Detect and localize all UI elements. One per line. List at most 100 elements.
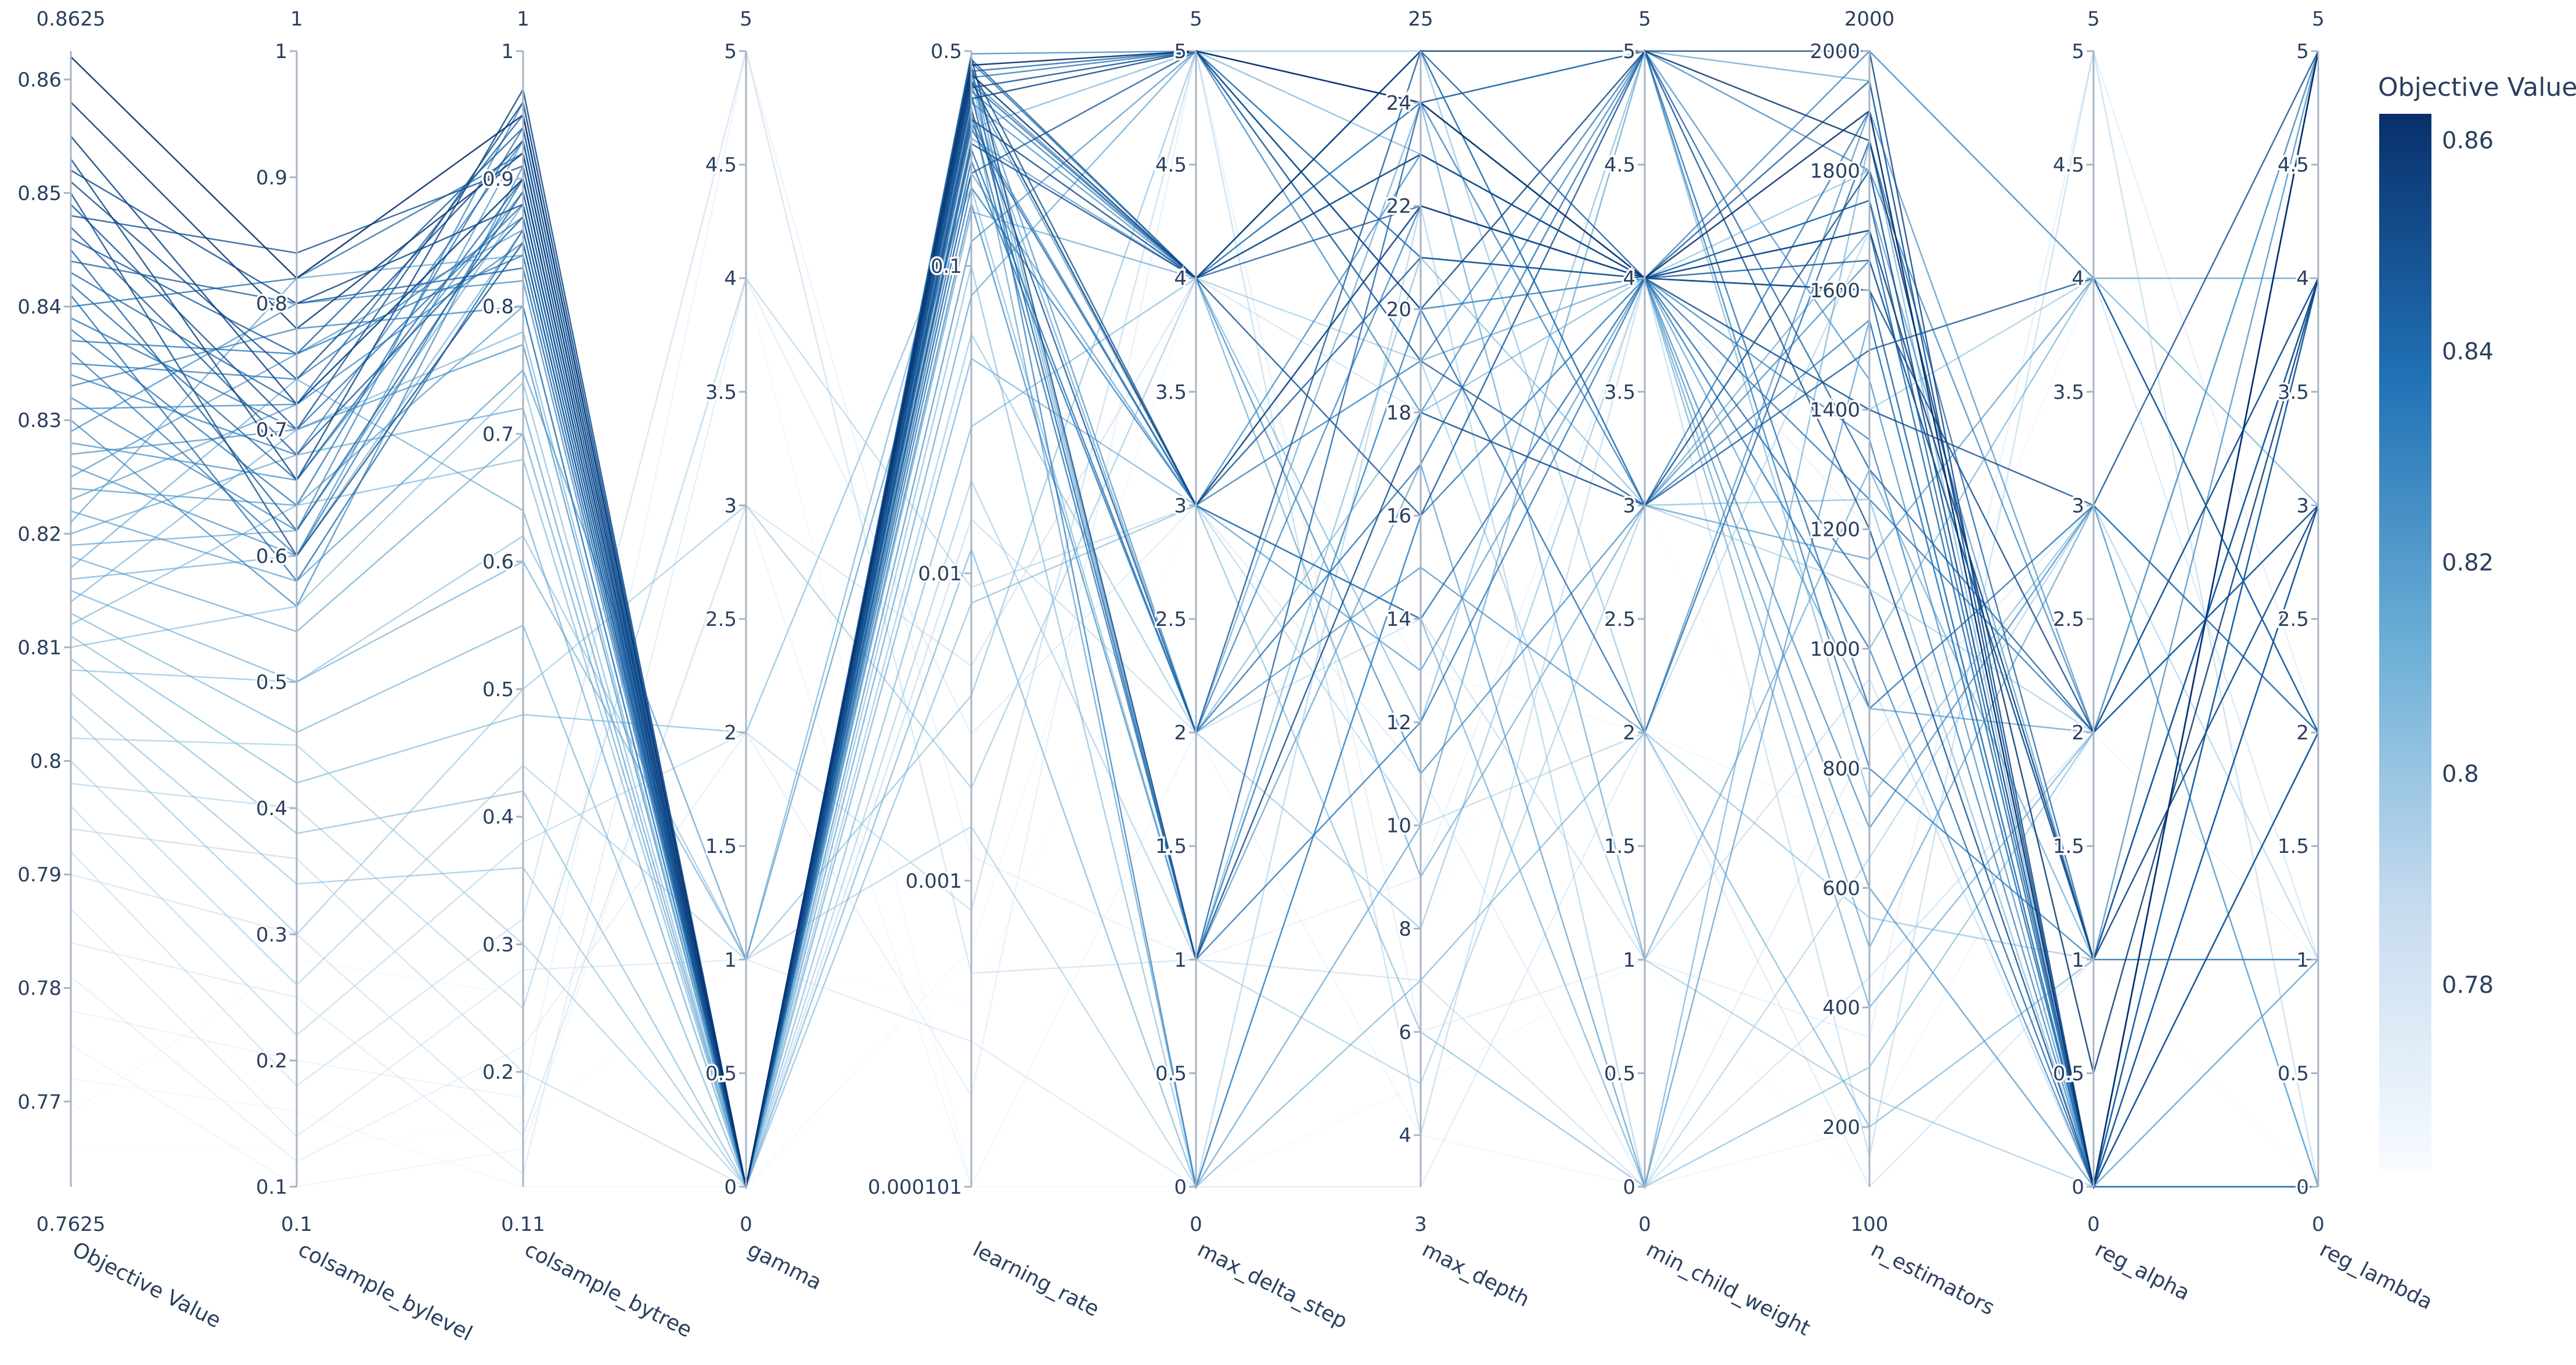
tick-label: 0	[2296, 1176, 2309, 1199]
tick-label: 0	[724, 1176, 737, 1199]
axis-range-min: 100	[1851, 1213, 1889, 1236]
tick-label: 4.5	[2053, 154, 2084, 177]
tick-label: 0.86	[17, 69, 62, 92]
tick-label: 0.7	[256, 419, 287, 442]
tick-label: 2.5	[1155, 608, 1187, 631]
colorbar-gradient	[2379, 114, 2431, 1169]
tick-label: 0.5	[2053, 1062, 2084, 1085]
axis-title: max_depth	[1418, 1237, 1533, 1312]
colorbar-tick-label: 0.78	[2442, 972, 2494, 999]
tick-label: 0.85	[17, 182, 62, 206]
tick-label: 0.2	[482, 1061, 514, 1084]
axis-objective[interactable]: 0.77 0.78 0.79 0.8 0.81 0.82 0.83 0.84 0.85 0.86 0…	[16, 8, 225, 1333]
colorbar-tick-label: 0.84	[2442, 338, 2494, 365]
tick-label: 800	[1822, 757, 1860, 780]
trial-line	[70, 503, 2319, 1150]
tick-label: 0.8	[482, 296, 514, 319]
tick-label: 0	[2071, 1176, 2084, 1199]
colorbar-tick-label: 0.82	[2442, 550, 2494, 577]
tick-label: 3	[2071, 494, 2084, 517]
trial-line	[70, 66, 2319, 1187]
axis-range-max: 0.8625	[37, 8, 106, 31]
tick-label: 3	[1623, 494, 1635, 517]
tick-label: 0.78	[17, 977, 62, 1000]
tick-label: 2	[1174, 722, 1187, 745]
tick-label: 1	[2071, 949, 2084, 972]
tick-label: 1600	[1810, 279, 1860, 302]
tick-label: 0.83	[17, 409, 62, 433]
tick-label: 4	[1623, 267, 1635, 290]
tick-label: 0.2	[256, 1050, 287, 1073]
tick-label: 0.5	[705, 1062, 737, 1085]
tick-label: 1	[2296, 949, 2309, 972]
axis-range-min: 0.11	[501, 1213, 545, 1236]
tick-label: 1.5	[1155, 835, 1187, 858]
tick-label: 1800	[1810, 160, 1860, 183]
axis-title: Objective Value	[69, 1237, 225, 1332]
tick-label: 5	[1623, 40, 1635, 63]
tick-label: 0.5	[2278, 1062, 2309, 1085]
tick-label: 0.01	[918, 562, 962, 585]
axis-n-estimators[interactable]: 200 400 600 800 1000 1200 1400 1600 1800 2000 2000…	[1808, 8, 1998, 1320]
axis-title: colsample_bylevel	[294, 1237, 476, 1346]
tick-label: 2	[2071, 722, 2084, 745]
axis-title: reg_alpha	[2091, 1237, 2193, 1305]
tick-label: 4.5	[1155, 154, 1187, 177]
tick-label: 0.001	[906, 870, 962, 893]
tick-label: 20	[1386, 298, 1411, 322]
tick-label: 5	[2296, 40, 2309, 63]
axis-range-min: 0	[2087, 1213, 2100, 1236]
tick-label: 0	[1623, 1176, 1635, 1199]
tick-label: 1	[275, 40, 287, 63]
tick-label: 0.5	[1155, 1062, 1187, 1085]
tick-label: 1	[501, 40, 514, 63]
tick-label: 0.82	[17, 523, 62, 546]
tick-label: 200	[1822, 1116, 1860, 1139]
tick-label: 0.6	[256, 545, 287, 568]
tick-label: 2	[2296, 722, 2309, 745]
tick-label: 3	[2296, 494, 2309, 517]
axis-range-min: 0.1	[281, 1213, 312, 1236]
tick-label: 22	[1386, 195, 1411, 218]
trial-line	[70, 92, 2319, 1187]
axis-range-min: 0	[740, 1213, 752, 1236]
axis-range-min: 0	[1190, 1213, 1202, 1236]
tick-label: 0.4	[256, 797, 287, 820]
axis-title: reg_lambda	[2316, 1237, 2436, 1314]
axis-title: learning_rate	[969, 1237, 1103, 1321]
tick-label: 24	[1386, 92, 1411, 115]
tick-label: 2	[724, 722, 737, 745]
tick-label: 0.1	[931, 255, 962, 278]
axis-learning-rate[interactable]: 0.000101 0.001 0.01 0.1 0.5 learning_rate	[866, 38, 1103, 1322]
trial-line	[70, 141, 2319, 1190]
axis-range-min: 3	[1414, 1213, 1427, 1236]
trial-line	[70, 211, 2319, 1190]
axis-range-min: 0	[2312, 1213, 2325, 1236]
tick-label: 0.7	[482, 423, 514, 446]
tick-label: 2	[1623, 722, 1635, 745]
colorbar-tick-label: 0.8	[2442, 761, 2479, 787]
axis-title: max_delta_step	[1194, 1237, 1351, 1333]
tick-label: 0.6	[482, 550, 514, 574]
tick-label: 0.3	[256, 923, 287, 946]
axis-range-max: 1	[290, 8, 303, 31]
tick-label: 0.8	[256, 293, 287, 316]
tick-label: 1400	[1810, 399, 1860, 422]
tick-label: 6	[1399, 1021, 1411, 1044]
tick-label: 14	[1386, 608, 1411, 631]
tick-label: 0.84	[17, 296, 62, 319]
tick-label: 0.000101	[868, 1176, 962, 1199]
axis-range-max: 25	[1408, 8, 1433, 31]
tick-label: 0	[1174, 1176, 1187, 1199]
tick-label: 3.5	[2278, 381, 2309, 404]
tick-label: 1.5	[705, 835, 737, 858]
tick-label: 16	[1386, 505, 1411, 528]
trial-line	[70, 68, 2319, 1190]
tick-label: 8	[1399, 917, 1411, 941]
tick-label: 12	[1386, 711, 1411, 734]
tick-label: 3.5	[1155, 381, 1187, 404]
